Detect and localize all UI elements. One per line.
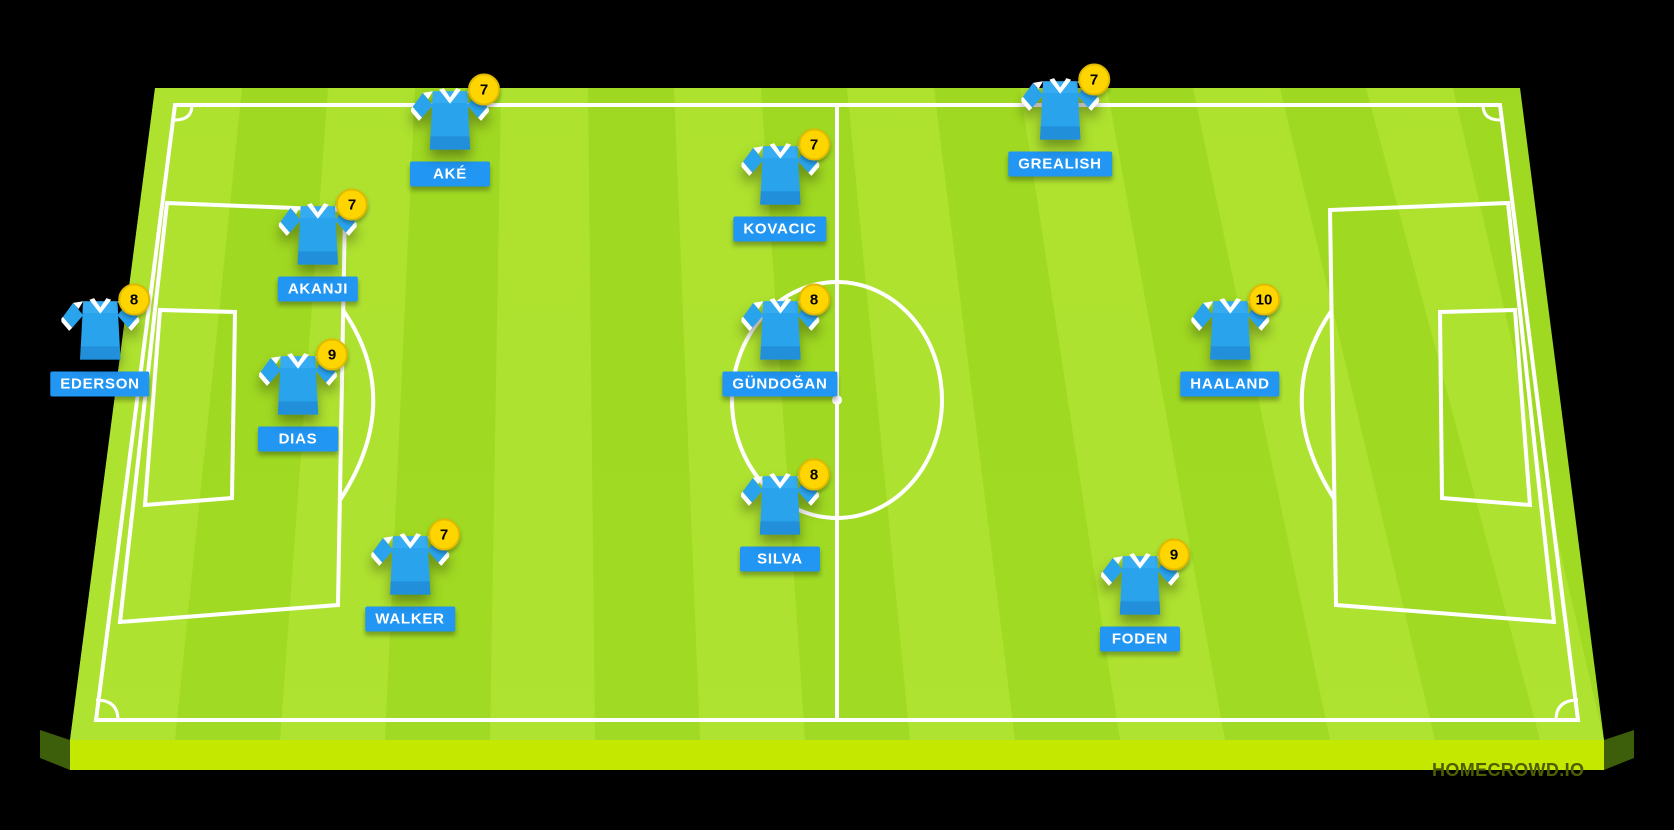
jersey-icon: 7 — [410, 84, 490, 154]
player-name-label: DIAS — [258, 427, 338, 452]
rating-badge: 9 — [1158, 539, 1190, 571]
jersey-icon: 8 — [740, 294, 820, 364]
player-name-label: EDERSON — [50, 372, 149, 397]
jersey-icon: 7 — [278, 199, 358, 269]
jersey-icon: 7 — [740, 139, 820, 209]
player-name-label: GREALISH — [1008, 152, 1112, 177]
player-silva[interactable]: 8 SILVA — [740, 469, 820, 572]
player-name-label: WALKER — [365, 607, 455, 632]
jersey-icon: 8 — [60, 294, 140, 364]
jersey-icon: 10 — [1190, 294, 1270, 364]
jersey-icon: 7 — [370, 529, 450, 599]
player-akanji[interactable]: 7 AKANJI — [278, 199, 358, 302]
jersey-icon: 9 — [258, 349, 338, 419]
pitch-container: 8 EDERSON 7 AKÉ 7 AKANJI 9 DIAS 7 WALKER 7 KOVACIC 8… — [0, 0, 1674, 830]
rating-badge: 7 — [336, 189, 368, 221]
player-kovacic[interactable]: 7 KOVACIC — [733, 139, 826, 242]
rating-badge: 8 — [118, 284, 150, 316]
jersey-icon: 7 — [1020, 74, 1100, 144]
player-gundogan[interactable]: 8 GÜNDOĞAN — [722, 294, 837, 397]
jersey-icon: 9 — [1100, 549, 1180, 619]
pitch-svg — [0, 0, 1674, 830]
rating-badge: 10 — [1248, 284, 1280, 316]
rating-badge: 8 — [798, 459, 830, 491]
player-name-label: KOVACIC — [733, 217, 826, 242]
player-ederson[interactable]: 8 EDERSON — [50, 294, 149, 397]
player-name-label: FODEN — [1100, 627, 1180, 652]
rating-badge: 8 — [798, 284, 830, 316]
player-haaland[interactable]: 10 HAALAND — [1180, 294, 1279, 397]
player-name-label: HAALAND — [1180, 372, 1279, 397]
player-grealish[interactable]: 7 GREALISH — [1008, 74, 1112, 177]
player-name-label: GÜNDOĞAN — [722, 372, 837, 397]
player-name-label: AKÉ — [410, 162, 490, 187]
player-dias[interactable]: 9 DIAS — [258, 349, 338, 452]
credit-text: HOMECROWD.IO — [1432, 760, 1584, 781]
player-name-label: AKANJI — [278, 277, 358, 302]
player-foden[interactable]: 9 FODEN — [1100, 549, 1180, 652]
rating-badge: 7 — [428, 519, 460, 551]
rating-badge: 7 — [1078, 64, 1110, 96]
rating-badge: 7 — [798, 129, 830, 161]
player-walker[interactable]: 7 WALKER — [365, 529, 455, 632]
rating-badge: 7 — [468, 74, 500, 106]
player-ake[interactable]: 7 AKÉ — [410, 84, 490, 187]
player-name-label: SILVA — [740, 547, 820, 572]
rating-badge: 9 — [316, 339, 348, 371]
jersey-icon: 8 — [740, 469, 820, 539]
